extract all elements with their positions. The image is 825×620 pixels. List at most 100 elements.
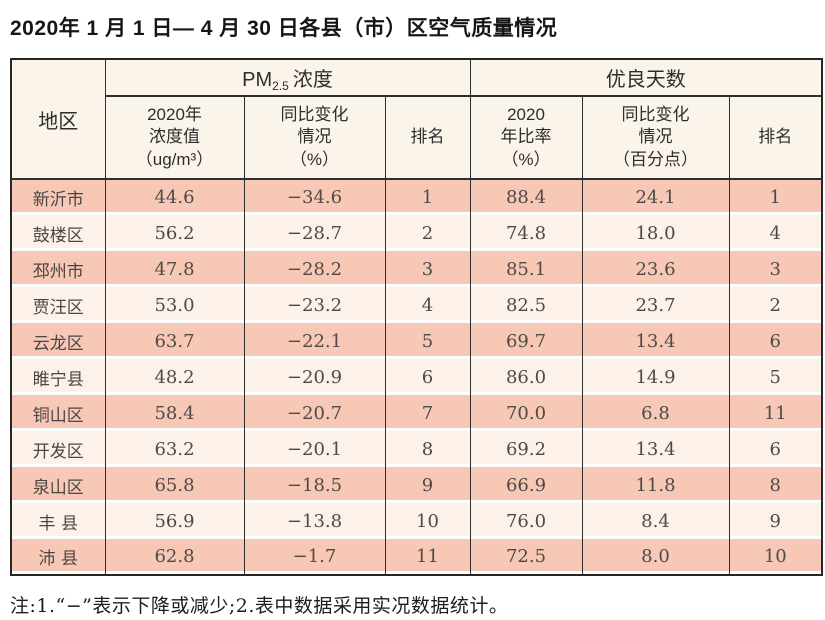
cell-good-rank: 10	[728, 539, 823, 575]
cell-region: 贾汪区	[10, 287, 106, 323]
table-header: 地区 PM2.5 浓度 优良天数 2020年 浓度值 （ug/m³） 同比变化 情…	[10, 59, 823, 180]
cell-pm-value: 53.0	[104, 287, 245, 323]
cell-good-rank: 5	[728, 359, 823, 395]
cell-pm-value: 63.7	[104, 323, 245, 359]
header-sub-row: 2020年 浓度值 （ug/m³） 同比变化 情况 （%） 排名 2020 年比…	[11, 96, 823, 180]
header-group-row: 地区 PM2.5 浓度 优良天数	[10, 59, 823, 180]
table-row: 沛 县 62.8 −1.7 11 72.5 8.0 10	[10, 539, 823, 575]
pm25-subscript: 2.5	[272, 78, 289, 93]
table-row: 鼓楼区 56.2 −28.7 2 74.8 18.0 4	[10, 215, 823, 251]
cell-pm-change: −23.2	[243, 287, 386, 323]
cell-good-ratio: 85.1	[469, 251, 583, 287]
header-pm-rank: 排名	[384, 96, 471, 180]
table-row: 邳州市 47.8 −28.2 3 85.1 23.6 3	[10, 251, 823, 287]
table-row: 新沂市 44.6 −34.6 1 88.4 24.1 1	[10, 179, 823, 215]
pm25-label: PM	[242, 68, 273, 91]
cell-good-ratio: 69.2	[469, 431, 583, 467]
cell-good-ratio: 86.0	[469, 359, 583, 395]
cell-pm-rank: 8	[384, 431, 471, 467]
table-row: 睢宁县 48.2 −20.9 6 86.0 14.9 5	[10, 359, 823, 395]
cell-region: 睢宁县	[10, 359, 106, 395]
cell-pm-value: 63.2	[104, 431, 245, 467]
cell-good-rank: 6	[728, 431, 823, 467]
cell-good-ratio: 66.9	[469, 467, 583, 503]
cell-region: 沛 县	[10, 539, 106, 575]
cell-pm-value: 65.8	[104, 467, 245, 503]
cell-region: 丰 县	[10, 503, 106, 539]
header-good-change: 同比变化 情况 （百分点）	[581, 96, 730, 180]
cell-pm-change: −1.7	[243, 539, 386, 575]
table-row: 贾汪区 53.0 −23.2 4 82.5 23.7 2	[10, 287, 823, 323]
cell-good-change: 18.0	[581, 215, 730, 251]
cell-pm-value: 47.8	[104, 251, 245, 287]
cell-pm-value: 58.4	[104, 395, 245, 431]
cell-good-change: 8.0	[581, 539, 730, 575]
cell-good-change: 8.4	[581, 503, 730, 539]
cell-good-rank: 1	[728, 179, 823, 215]
cell-good-rank: 9	[728, 503, 823, 539]
cell-good-rank: 6	[728, 323, 823, 359]
cell-good-change: 13.4	[581, 323, 730, 359]
cell-good-rank: 3	[728, 251, 823, 287]
cell-good-change: 23.7	[581, 287, 730, 323]
cell-good-ratio: 69.7	[469, 323, 583, 359]
cell-pm-value: 56.2	[104, 215, 245, 251]
cell-pm-rank: 3	[384, 251, 471, 287]
cell-good-ratio: 88.4	[469, 179, 583, 215]
cell-pm-change: −34.6	[243, 179, 386, 215]
air-quality-table: 地区 PM2.5 浓度 优良天数 2020年 浓度值 （ug/m³） 同比变化 情…	[10, 58, 824, 576]
cell-good-rank: 4	[728, 215, 823, 251]
cell-pm-rank: 11	[384, 539, 471, 575]
cell-pm-rank: 9	[384, 467, 471, 503]
cell-region: 新沂市	[10, 179, 106, 215]
cell-pm-rank: 4	[384, 287, 471, 323]
header-pm-value: 2020年 浓度值 （ug/m³）	[104, 96, 245, 180]
cell-pm-rank: 2	[384, 215, 471, 251]
cell-pm-change: −28.2	[243, 251, 386, 287]
cell-region: 鼓楼区	[10, 215, 106, 251]
cell-pm-value: 48.2	[104, 359, 245, 395]
cell-good-change: 24.1	[581, 179, 730, 215]
cell-pm-value: 56.9	[104, 503, 245, 539]
footnote: 注:1.“−”表示下降或减少;2.表中数据采用实况数据统计。	[10, 595, 509, 617]
table-row: 开发区 63.2 −20.1 8 69.2 13.4 6	[10, 431, 823, 467]
cell-good-ratio: 72.5	[469, 539, 583, 575]
cell-pm-change: −22.1	[243, 323, 386, 359]
header-pm-change: 同比变化 情况 （%）	[243, 96, 386, 180]
cell-pm-change: −20.1	[243, 431, 386, 467]
cell-pm-rank: 5	[384, 323, 471, 359]
table-row: 云龙区 63.7 −22.1 5 69.7 13.4 6	[10, 323, 823, 359]
header-good-days-group: 优良天数	[469, 59, 823, 97]
cell-good-change: 6.8	[581, 395, 730, 431]
header-good-rank: 排名	[728, 96, 823, 180]
header-pm25-group: PM2.5 浓度	[104, 59, 471, 97]
cell-pm-rank: 10	[384, 503, 471, 539]
cell-good-change: 13.4	[581, 431, 730, 467]
cell-good-change: 23.6	[581, 251, 730, 287]
cell-region: 云龙区	[10, 323, 106, 359]
table-row: 丰 县 56.9 −13.8 10 76.0 8.4 9	[10, 503, 823, 539]
cell-good-change: 11.8	[581, 467, 730, 503]
cell-pm-rank: 1	[384, 179, 471, 215]
cell-region: 泉山区	[10, 467, 106, 503]
cell-pm-change: −20.7	[243, 395, 386, 431]
table-body: 新沂市 44.6 −34.6 1 88.4 24.1 1 鼓楼区 56.2 −28.7 2 74.8 1…	[10, 179, 823, 575]
cell-good-change: 14.9	[581, 359, 730, 395]
cell-pm-value: 62.8	[104, 539, 245, 575]
table-row: 铜山区 58.4 −20.7 7 70.0 6.8 11	[10, 395, 823, 431]
cell-good-rank: 2	[728, 287, 823, 323]
cell-good-ratio: 82.5	[469, 287, 583, 323]
cell-good-ratio: 70.0	[469, 395, 583, 431]
pm25-label-suffix: 浓度	[292, 68, 333, 91]
cell-pm-rank: 7	[384, 395, 471, 431]
page-title: 2020年 1 月 1 日— 4 月 30 日各县（市）区空气质量情况	[10, 17, 558, 40]
table-row: 泉山区 65.8 −18.5 9 66.9 11.8 8	[10, 467, 823, 503]
header-good-ratio: 2020 年比率 （%）	[469, 96, 583, 180]
cell-good-rank: 11	[728, 395, 823, 431]
cell-pm-change: −20.9	[243, 359, 386, 395]
cell-region: 铜山区	[10, 395, 106, 431]
cell-pm-change: −18.5	[243, 467, 386, 503]
cell-pm-change: −28.7	[243, 215, 386, 251]
cell-good-ratio: 74.8	[469, 215, 583, 251]
